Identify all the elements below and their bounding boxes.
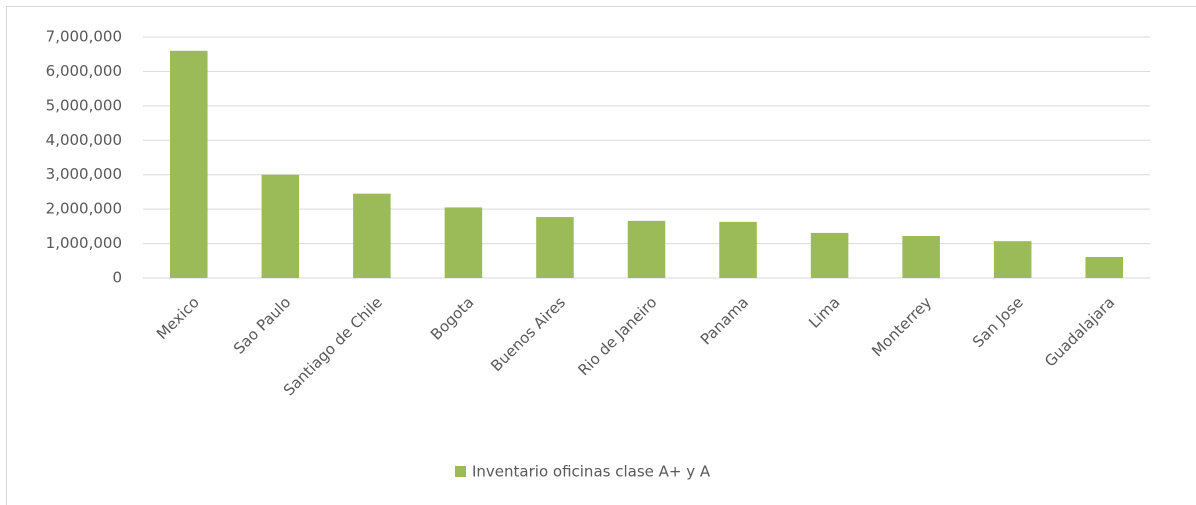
chart-frame [6, 6, 1196, 505]
bar [993, 241, 1032, 278]
bar [353, 193, 391, 278]
x-tick-label: Bogota [427, 293, 477, 343]
legend-swatch [455, 466, 466, 477]
bar [627, 220, 666, 278]
bar [1085, 256, 1123, 278]
bar [536, 217, 574, 278]
x-tick-label: Mexico [153, 293, 203, 343]
x-tick-label: Sao Paulo [230, 293, 294, 357]
x-tick-label: Santiago de Chile [280, 293, 386, 399]
legend-label: Inventario oficinas clase A+ y A [472, 463, 711, 481]
bar [170, 50, 208, 279]
y-tick-label: 3,000,000 [46, 165, 122, 183]
x-tick-label: Panama [697, 293, 752, 348]
bar [902, 235, 940, 278]
y-tick-label: 7,000,000 [46, 28, 122, 46]
y-tick-label: 5,000,000 [46, 96, 122, 114]
bar [810, 232, 849, 278]
bar [719, 221, 757, 278]
x-tick-label: Guadalajara [1041, 293, 1118, 370]
y-tick-label: 0 [112, 269, 122, 287]
y-tick-label: 1,000,000 [46, 234, 122, 252]
x-tick-label: Lima [805, 293, 843, 331]
y-tick-label: 2,000,000 [46, 200, 122, 218]
x-tick-label: Buenos Aires [487, 293, 569, 375]
y-tick-label: 6,000,000 [46, 62, 122, 80]
x-tick-label: San Jose [969, 293, 1027, 351]
bar [261, 174, 300, 278]
x-tick-label: Rio de Janeiro [575, 293, 661, 379]
y-tick-label: 4,000,000 [46, 131, 122, 149]
bar [444, 207, 483, 278]
x-tick-label: Monterrey [868, 293, 935, 360]
